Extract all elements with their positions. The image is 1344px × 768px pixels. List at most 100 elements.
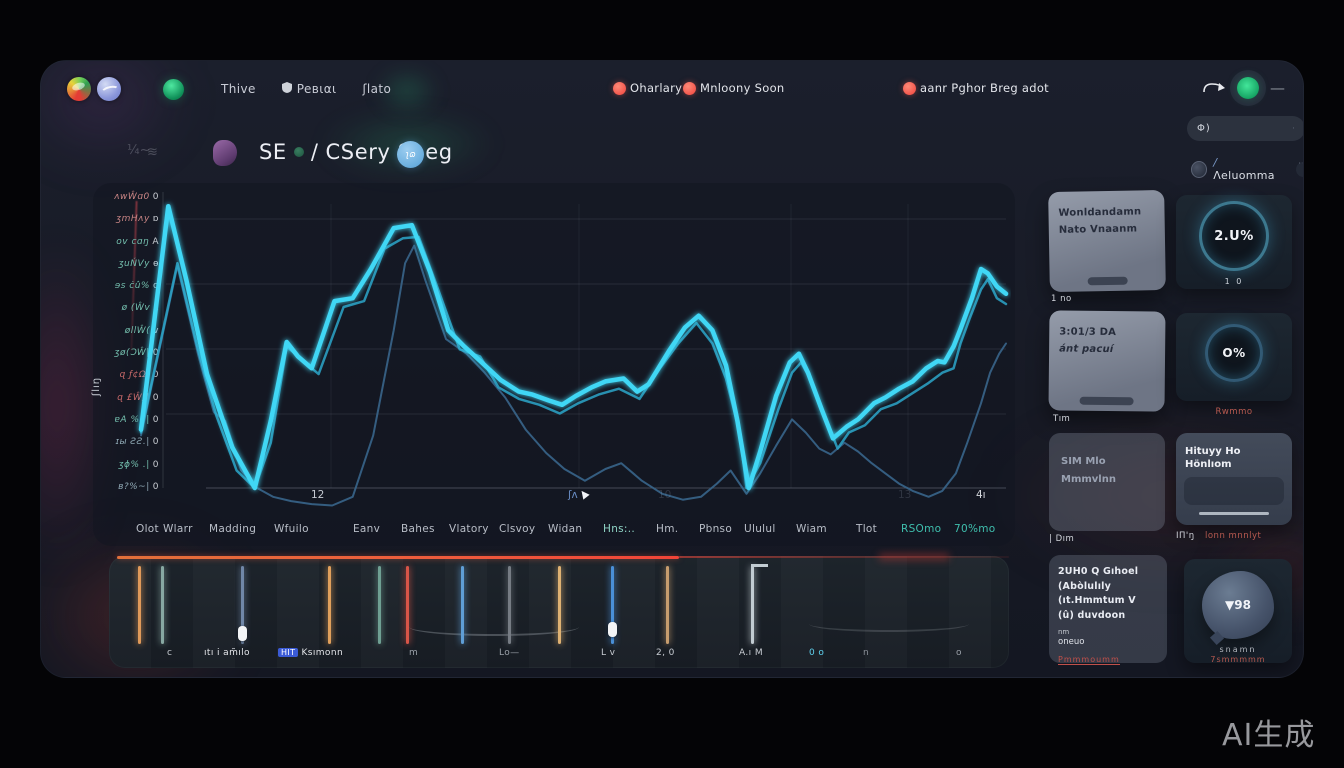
moon-icon[interactable] xyxy=(1191,160,1208,178)
x-axis-tick-label: 4ı xyxy=(976,489,986,501)
slider-track[interactable] xyxy=(608,566,617,644)
y-axis-tick-label: ʌwŴɑ0 0 xyxy=(114,192,159,202)
y-axis-tick-label: ʒø(ϽŴ| 0 xyxy=(114,348,159,359)
y-axis-tick-label: øllŴ(v xyxy=(124,325,159,336)
menu-item[interactable]: Peвιαι xyxy=(281,82,337,96)
slider-thumb[interactable] xyxy=(608,622,617,637)
stat-card[interactable]: 3:01/3 DA ánt pacuí xyxy=(1048,310,1166,412)
legend-item[interactable]: Madding xyxy=(209,523,257,535)
slider-track[interactable] xyxy=(161,566,164,644)
alert-item[interactable]: Mnloony Soon xyxy=(683,81,785,95)
legend-item[interactable]: Clsvoy xyxy=(499,523,536,535)
search-icon: Φ) xyxy=(1197,123,1211,134)
legend-item[interactable]: Tlot xyxy=(856,523,878,535)
card-note: Rwmmo xyxy=(1215,407,1253,417)
slider-track[interactable] xyxy=(238,566,247,644)
more-options-icon[interactable] xyxy=(1296,159,1303,177)
window-controls: — xyxy=(1202,77,1285,99)
slider-thumb[interactable] xyxy=(238,626,247,641)
slider-label: m xyxy=(409,648,419,658)
card-line: SIM Mlo xyxy=(1061,456,1106,467)
blue-badge-icon[interactable]: ʅɷ xyxy=(397,141,424,168)
legend-item[interactable]: Wlarr xyxy=(163,523,193,535)
hit-badge: HIT xyxy=(278,648,299,657)
slider-track[interactable] xyxy=(328,566,331,644)
gauge-card[interactable]: O% xyxy=(1176,313,1292,401)
stat-card[interactable]: Wonldandamn Nato Vnaanm xyxy=(1048,189,1166,293)
legend-item[interactable]: Widan xyxy=(548,523,583,535)
menu-item[interactable]: ʃlato xyxy=(362,82,392,96)
card-line: (û) duvdoon xyxy=(1058,610,1126,622)
y-axis-tick-label: ɋ ƒ¢Ω| 0 xyxy=(119,370,159,381)
legend-item[interactable]: RSOmo xyxy=(901,523,942,535)
faint-swoosh xyxy=(409,618,579,636)
green-orb-icon[interactable] xyxy=(163,79,184,100)
legend-item[interactable]: Hns:.. xyxy=(603,523,636,535)
alert-item[interactable]: Oharlary xyxy=(613,81,682,95)
legend-item[interactable]: Eanv xyxy=(353,523,381,535)
blob-tail xyxy=(1209,630,1225,646)
x-axis-ticks: 12 ʃʌ 10 13 4ı xyxy=(96,488,1011,507)
chart-card xyxy=(93,183,1015,546)
app-window: Thive Peвιαι ʃlato Oharlary Mnloony Soon… xyxy=(40,60,1304,678)
legend-item[interactable]: Vlatory xyxy=(449,523,489,535)
gauge-card[interactable]: 2.U% 1 0 xyxy=(1176,195,1292,289)
slider-label: c xyxy=(167,648,173,658)
legend-item[interactable]: Hm. xyxy=(656,523,679,535)
green-toggle-icon[interactable] xyxy=(1237,77,1259,99)
green-dot-icon xyxy=(293,147,304,157)
badge-scribble: ʅɷ xyxy=(405,149,416,160)
y-axis-tick-label: ɐA %..| 0 xyxy=(114,414,159,425)
faint-glyph-icon: ¼~ xyxy=(127,143,151,158)
slider-track[interactable] xyxy=(508,566,511,644)
card-footer: | Dım xyxy=(1049,534,1075,544)
blob-value: ▼98 xyxy=(1225,598,1251,612)
card-line: 2UH0 Q Gıhoel xyxy=(1058,566,1139,577)
slider-label: L v xyxy=(601,648,616,658)
legend-item[interactable]: Olot xyxy=(136,523,159,535)
legend-item[interactable]: Bahes xyxy=(401,523,435,535)
cursor-arrow-icon xyxy=(578,488,590,500)
slider-track[interactable] xyxy=(378,566,381,644)
blob-card[interactable]: ▼98 snamn 7smmmmm xyxy=(1184,559,1292,664)
menu-item[interactable]: Thive xyxy=(221,82,256,96)
y-axis-tick-label: ɪы ƧƧ.| 0 xyxy=(115,437,159,448)
stat-card[interactable]: 2UH0 Q Gıhoel (Abòlulıly (ıt.Hmmtum V (û… xyxy=(1049,555,1167,665)
legend-item[interactable]: Ululul xyxy=(744,523,776,535)
legend-item[interactable]: Wiam xyxy=(796,523,827,535)
card-line: (Abòlulıly xyxy=(1058,580,1112,592)
legend-item[interactable]: Wfuilo xyxy=(274,523,309,535)
legend-item[interactable]: Pbnso xyxy=(699,523,733,535)
card-notch xyxy=(1087,276,1128,286)
slider-track[interactable] xyxy=(406,566,409,644)
beachball-icon[interactable] xyxy=(67,77,91,101)
alert-item[interactable]: aanr Pghor Breg adot xyxy=(903,81,1049,95)
red-dot-icon xyxy=(613,81,626,95)
slider-track[interactable] xyxy=(461,566,464,644)
minimize-icon[interactable]: — xyxy=(1270,78,1285,97)
gauge-sub: 1 0 xyxy=(1224,277,1244,286)
stat-card[interactable]: Hituyy Ho Hönlıom xyxy=(1176,433,1292,525)
x-axis-tick-label: 13 xyxy=(898,489,912,501)
y-axis-tick-label: ʒmHʌy ɒ xyxy=(115,214,159,225)
card-line: ánt pacuí xyxy=(1059,343,1114,356)
stat-card[interactable]: SIM Mlo Mmmvlnn xyxy=(1049,433,1165,531)
swirl-orb-icon[interactable] xyxy=(97,77,121,101)
series-steel-blue xyxy=(140,244,1007,507)
red-dot-icon xyxy=(903,81,916,95)
user-row: /Λeluomma xyxy=(1191,156,1303,182)
card-note: 7smmmmm xyxy=(1210,655,1266,664)
slider-track[interactable] xyxy=(751,564,768,644)
card-footer: 1 no xyxy=(1051,294,1072,304)
search-input[interactable]: Φ) · xyxy=(1187,116,1303,141)
slider-track[interactable] xyxy=(558,566,561,644)
purple-blob-icon[interactable] xyxy=(213,140,237,166)
card-footer: oneuo xyxy=(1058,636,1085,647)
user-name: /Λeluomma xyxy=(1213,156,1275,182)
red-dot-icon xyxy=(683,81,696,95)
slider-track[interactable] xyxy=(138,566,141,644)
slider-track[interactable] xyxy=(666,566,669,644)
redo-arrow-icon[interactable] xyxy=(1202,81,1226,96)
progress-bar xyxy=(1199,512,1269,515)
legend-item[interactable]: 70%mo xyxy=(954,523,996,535)
